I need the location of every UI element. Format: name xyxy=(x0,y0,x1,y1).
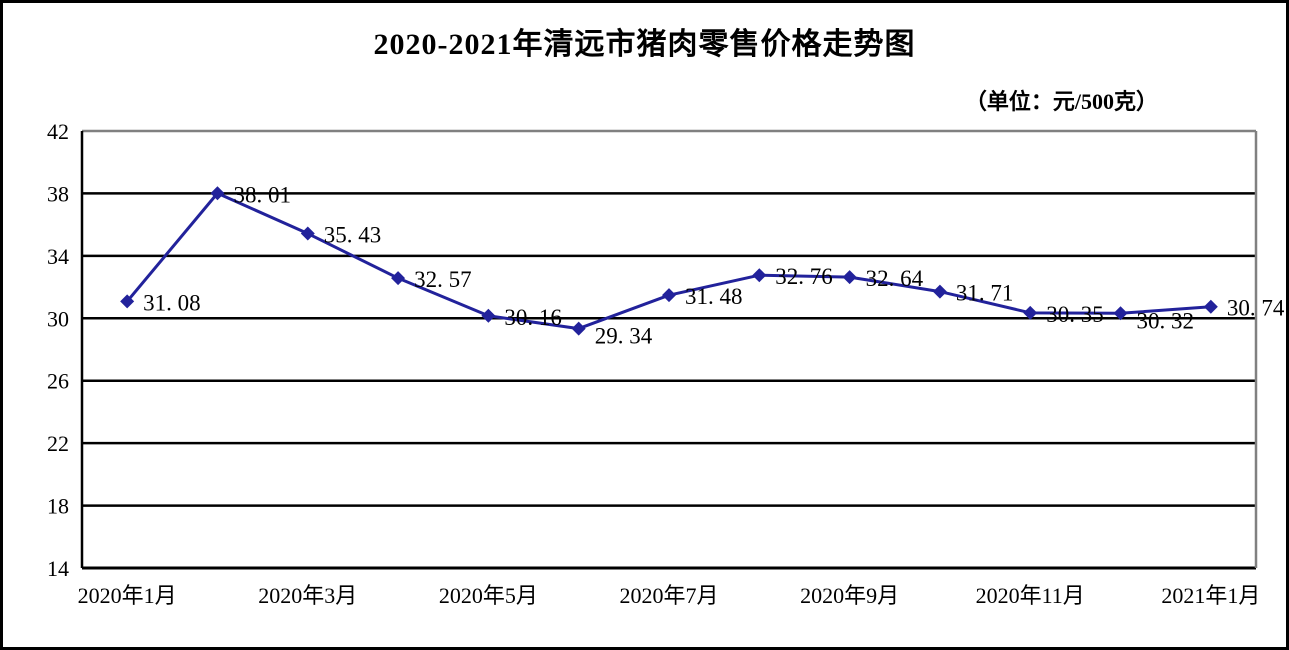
data-point-label: 30. 74 xyxy=(1227,296,1285,321)
data-point-marker xyxy=(842,270,857,285)
data-point-marker xyxy=(932,284,947,299)
data-point-marker xyxy=(1203,299,1218,314)
data-point-label: 32. 76 xyxy=(775,264,833,289)
data-point-marker xyxy=(300,226,315,241)
y-tick-label: 38 xyxy=(47,181,69,206)
data-point-marker xyxy=(210,186,225,201)
x-tick-label: 2020年9月 xyxy=(800,583,899,608)
x-tick-label: 2020年3月 xyxy=(258,583,357,608)
data-point-marker xyxy=(752,268,767,283)
data-point-marker xyxy=(571,321,586,336)
data-point-marker xyxy=(481,308,496,323)
data-point-label: 30. 35 xyxy=(1046,302,1104,327)
data-point-label: 31. 48 xyxy=(685,284,743,309)
data-point-label: 35. 43 xyxy=(324,223,382,248)
data-point-marker xyxy=(1113,306,1128,321)
data-point-label: 30. 16 xyxy=(504,305,562,330)
y-tick-label: 22 xyxy=(47,431,69,456)
y-tick-label: 34 xyxy=(47,244,69,269)
data-point-marker xyxy=(391,271,406,286)
chart-title: 2020-2021年清远市猪肉零售价格走势图 xyxy=(373,28,916,61)
y-tick-label: 18 xyxy=(47,494,69,519)
x-tick-label: 2020年1月 xyxy=(78,583,177,608)
data-point-marker xyxy=(120,294,135,309)
x-tick-label: 2020年5月 xyxy=(439,583,538,608)
y-tick-label: 14 xyxy=(47,556,69,581)
data-point-marker xyxy=(662,288,676,303)
x-tick-label: 2020年11月 xyxy=(976,583,1085,608)
data-point-label: 38. 01 xyxy=(233,182,291,207)
data-point-label: 32. 64 xyxy=(866,266,924,291)
data-point-label: 31. 71 xyxy=(956,281,1014,306)
data-point-label: 31. 08 xyxy=(143,290,201,315)
unit-label: （单位：元/500克） xyxy=(964,89,1158,114)
y-tick-label: 26 xyxy=(47,369,69,394)
data-point-label: 32. 57 xyxy=(414,267,472,292)
data-point-label: 29. 34 xyxy=(595,324,653,349)
data-point-label: 30. 32 xyxy=(1137,308,1195,333)
x-tick-label: 2020年7月 xyxy=(619,583,718,608)
price-trend-line-chart: 14 18 22 26 30 34 38 42 2020年1月 2020年3月 2020年5月 202… xyxy=(47,119,1285,608)
x-tick-label: 2021年1月 xyxy=(1161,583,1260,608)
y-tick-label: 30 xyxy=(47,306,69,331)
y-tick-label: 42 xyxy=(47,119,69,144)
